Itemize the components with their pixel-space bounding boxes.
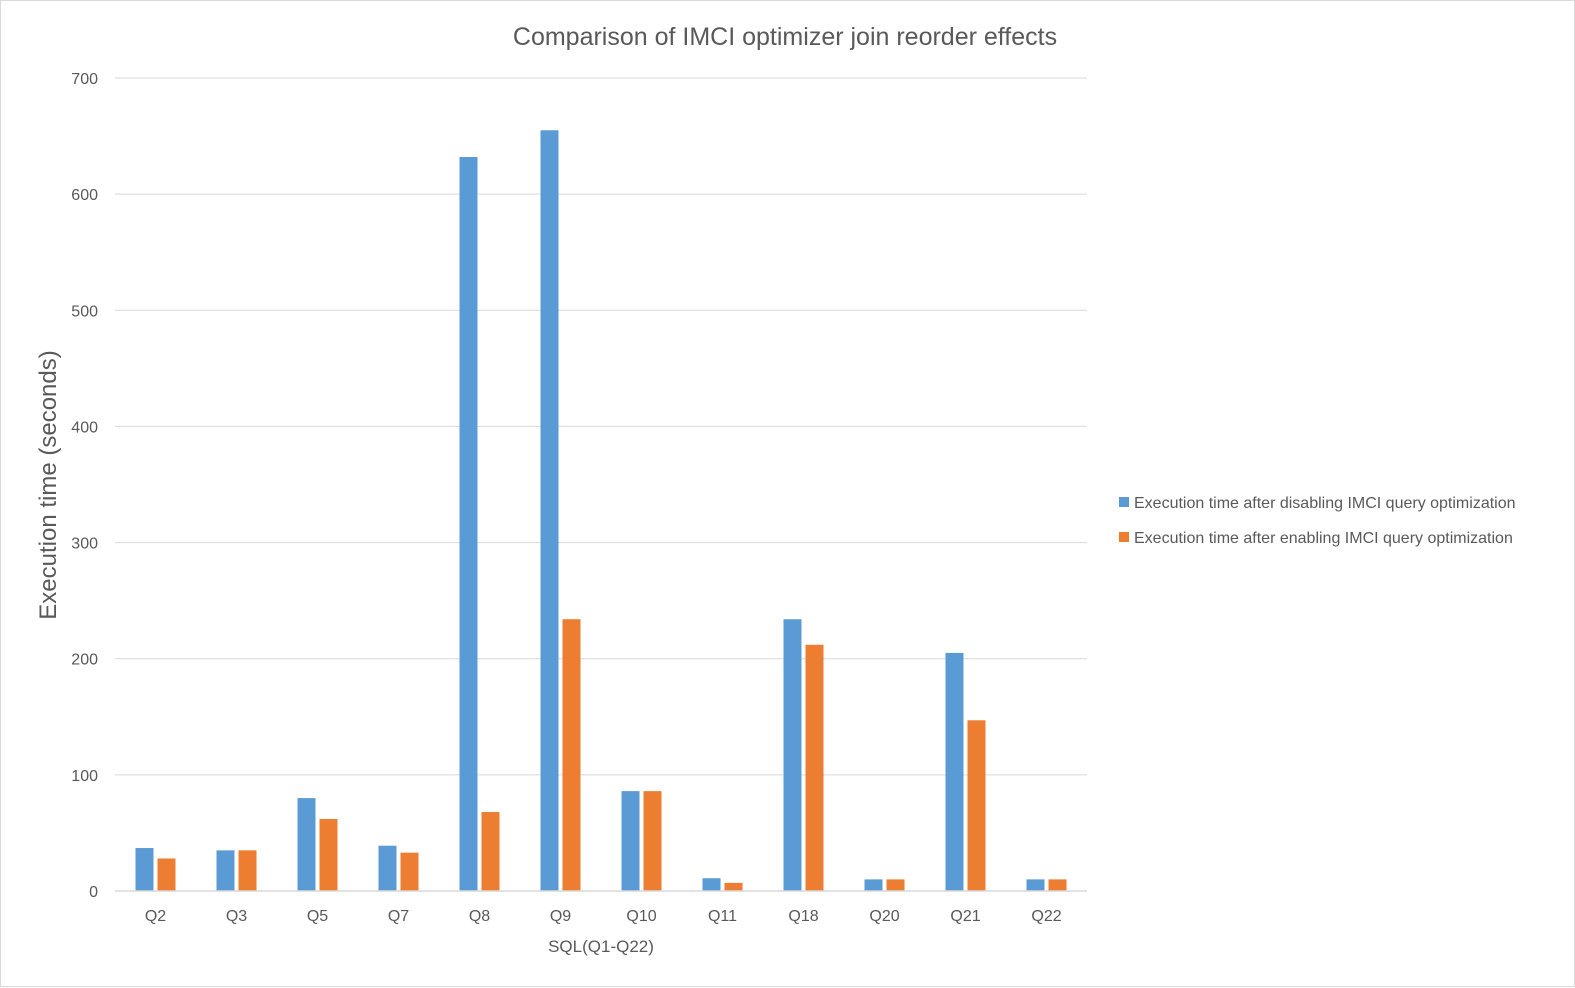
legend-label-series1: Execution time after disabling IMCI quer…: [1134, 495, 1516, 512]
y-axis-title: Execution time (seconds): [35, 350, 62, 619]
bar-series2-Q3: [238, 850, 257, 891]
x-tick-label: Q7: [388, 908, 409, 925]
y-tick-label: 500: [71, 303, 98, 320]
legend-swatch-series2: [1119, 532, 1129, 542]
y-tick-label: 0: [89, 884, 98, 901]
bar-series1-Q5: [297, 798, 316, 891]
x-axis-ticks: Q2 Q3 Q5 Q7 Q8 Q9 Q10 Q11 Q18 Q20 Q21 Q22: [145, 908, 1062, 925]
bars: [135, 130, 1067, 891]
bar-series2-Q9: [562, 619, 581, 891]
chart-title: Comparison of IMCI optimizer join reorde…: [513, 23, 1057, 51]
x-tick-label: Q3: [226, 908, 247, 925]
bar-series2-Q8: [481, 812, 500, 891]
x-tick-label: Q21: [950, 908, 980, 925]
bar-series1-Q10: [621, 791, 640, 891]
x-tick-label: Q5: [307, 908, 328, 925]
bar-series1-Q8: [459, 156, 478, 891]
legend-swatch-series1: [1119, 497, 1129, 507]
bar-series2-Q22: [1048, 879, 1067, 891]
y-tick-label: 300: [71, 536, 98, 553]
x-tick-label: Q8: [469, 908, 490, 925]
x-tick-label: Q9: [550, 908, 571, 925]
x-tick-label: Q2: [145, 908, 166, 925]
bar-series1-Q3: [216, 850, 235, 891]
x-axis-title: SQL(Q1-Q22): [548, 937, 654, 956]
x-tick-label: Q11: [708, 908, 737, 925]
bar-series1-Q9: [540, 130, 559, 891]
bar-series2-Q20: [886, 879, 905, 891]
x-tick-label: Q10: [626, 908, 656, 925]
y-axis-ticks: 0 100 200 300 400 500 600 700: [71, 71, 98, 901]
bar-series1-Q21: [945, 652, 964, 891]
bar-series2-Q7: [400, 852, 419, 891]
x-tick-label: Q20: [869, 908, 899, 925]
bar-series1-Q20: [864, 879, 883, 891]
x-tick-label: Q22: [1031, 908, 1061, 925]
bar-series1-Q11: [702, 878, 721, 891]
bar-series2-Q21: [967, 720, 986, 891]
y-tick-label: 100: [71, 768, 98, 785]
bar-series1-Q2: [135, 848, 154, 891]
bar-series1-Q18: [783, 619, 802, 891]
legend: Execution time after disabling IMCI quer…: [1119, 495, 1516, 547]
bar-series2-Q11: [724, 882, 743, 891]
bar-series1-Q7: [378, 845, 397, 891]
bar-series2-Q2: [157, 858, 176, 891]
y-tick-label: 400: [71, 419, 98, 436]
legend-label-series2: Execution time after enabling IMCI query…: [1134, 530, 1513, 547]
y-tick-label: 200: [71, 652, 98, 669]
y-tick-label: 700: [71, 71, 98, 88]
bar-series2-Q5: [319, 818, 338, 891]
x-tick-label: Q18: [788, 908, 818, 925]
gridlines: [115, 77, 1087, 776]
bar-series2-Q10: [643, 791, 662, 891]
bar-series1-Q22: [1026, 879, 1045, 891]
bar-series2-Q18: [805, 644, 824, 891]
y-tick-label: 600: [71, 187, 98, 204]
